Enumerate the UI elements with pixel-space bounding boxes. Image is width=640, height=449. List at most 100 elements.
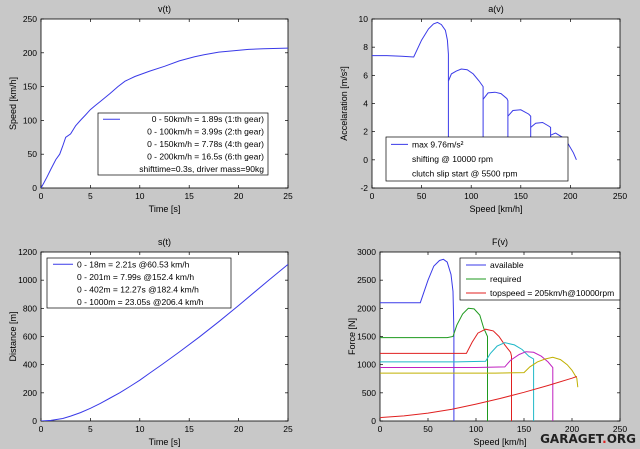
x-tick-label: 15 [184,191,194,201]
legend-entry: shifttime=0.3s, driver mass=90kg [139,164,264,174]
x-axis-label: Time [s] [149,204,181,214]
x-tick-label: 200 [565,424,579,434]
chart-title: v(t) [158,4,171,14]
chart-fv: F(v) Speed [km/h] Force [N] 0 50 100 150 200 250… [347,237,627,447]
y-tick-label: 2 [363,127,368,137]
legend-box [385,136,569,182]
legend-entry: 0 - 100km/h = 3.99s (2:th gear) [147,127,264,137]
x-tick-label: 20 [234,191,244,201]
y-tick-label: 0 [32,183,37,193]
legend-entry: required [490,274,521,284]
x-tick-label: 0 [378,424,383,434]
legend-entry: 0 - 50km/h = 1.89s (1:th gear) [152,114,264,124]
y-tick-label: 250 [23,14,37,24]
x-tick-label: 0 [370,191,375,201]
y-tick-label: 1500 [357,332,376,342]
legend-box [46,257,232,309]
x-tick-label: 5 [88,424,93,434]
y-tick-label: 1200 [18,247,37,257]
y-tick-label: 500 [362,388,376,398]
series-line-gear3-0 [380,328,512,421]
legend-entry: max 9.76m/s² [412,139,464,149]
y-tick-label: 8 [363,42,368,52]
watermark-part: . [602,432,607,446]
y-tick-label: 100 [23,115,37,125]
y-tick-label: 400 [23,360,37,370]
y-tick-label: 1000 [357,360,376,370]
chart-av: a(v) Speed [km/h] Accelaration [m/s²] 0 50 10… [339,4,627,214]
legend-entry: 0 - 200km/h = 16.5s (6:th gear) [147,151,264,161]
watermark-part: GARAGET [540,432,605,446]
y-tick-label: 0 [32,416,37,426]
series-line-required-0 [380,376,577,419]
y-tick-label: 200 [23,388,37,398]
y-tick-label: 0 [363,155,368,165]
x-tick-label: 250 [613,191,627,201]
y-tick-label: 0 [371,416,376,426]
y-tick-label: 10 [359,14,369,24]
y-axis-label: Distance [m] [8,311,18,361]
series-line-acceleration-1 [447,68,484,160]
legend-box [459,257,621,301]
x-tick-label: 250 [613,424,627,434]
x-tick-label: 100 [469,424,483,434]
x-tick-label: 15 [184,424,194,434]
y-tick-label: 6 [363,70,368,80]
x-tick-label: 200 [563,191,577,201]
legend-box [97,112,269,176]
x-tick-label: 50 [417,191,427,201]
y-tick-label: -2 [360,183,368,193]
x-tick-label: 25 [283,191,293,201]
x-tick-label: 10 [135,424,145,434]
series-line-speed-0 [41,47,288,188]
y-axis-label: Accelaration [m/s²] [339,66,349,141]
x-tick-label: 0 [39,424,44,434]
x-axis-label: Time [s] [149,437,181,447]
watermark-text: GARAGET.ORG [540,432,636,446]
series-line-gear5-0 [380,351,554,421]
x-tick-label: 50 [423,424,433,434]
chart-title: s(t) [158,237,171,247]
y-tick-label: 800 [23,303,37,313]
x-tick-label: 150 [517,424,531,434]
x-axis-label: Speed [km/h] [469,204,522,214]
y-tick-label: 200 [23,48,37,58]
x-tick-label: 25 [283,424,293,434]
series-line-distance-0 [41,264,288,421]
y-axis-label: Speed [km/h] [8,77,18,130]
watermark-part: ORG [607,432,636,446]
x-tick-label: 20 [234,424,244,434]
chart-title: a(v) [488,4,504,14]
legend-entry: 0 - 1000m = 23.05s @206.4 km/h [77,297,204,307]
x-tick-label: 5 [88,191,93,201]
legend-entry: 0 - 18m = 2.21s @60.53 km/h [77,259,190,269]
y-tick-label: 3000 [357,247,376,257]
x-tick-label: 150 [514,191,528,201]
series-line-gear4-0 [380,342,535,421]
legend-entry: 0 - 201m = 7.99s @152.4 km/h [77,272,194,282]
series-line-acceleration-2 [482,91,509,160]
legend-entry: topspeed = 205km/h@10000rpm [490,288,614,298]
series-line-gear2-0 [380,307,488,421]
legend-entry: shifting @ 10000 rpm [412,154,493,164]
y-tick-label: 2000 [357,303,376,313]
x-axis-label: Speed [km/h] [473,437,526,447]
y-tick-label: 150 [23,82,37,92]
chart-st: s(t) Time [s] Distance [m] 0 5 10 15 20 25 0 200 40… [8,237,293,447]
y-tick-label: 2500 [357,275,376,285]
series-line-acceleration-0 [372,21,449,160]
y-axis-label: Force [N] [347,318,357,355]
y-tick-label: 50 [28,149,38,159]
x-tick-label: 100 [464,191,478,201]
legend-entry: available [490,260,524,270]
legend-entry: clutch slip start @ 5500 rpm [412,169,517,179]
legend-entry: 0 - 150km/h = 7.78s (4:th gear) [147,139,264,149]
y-tick-label: 600 [23,332,37,342]
x-tick-label: 0 [39,191,44,201]
x-tick-label: 10 [135,191,145,201]
y-tick-label: 4 [363,99,368,109]
series-line-available-0 [380,258,455,421]
legend-entry: 0 - 402m = 12.27s @182.4 km/h [77,284,199,294]
series-line-gear6-0 [380,356,579,388]
